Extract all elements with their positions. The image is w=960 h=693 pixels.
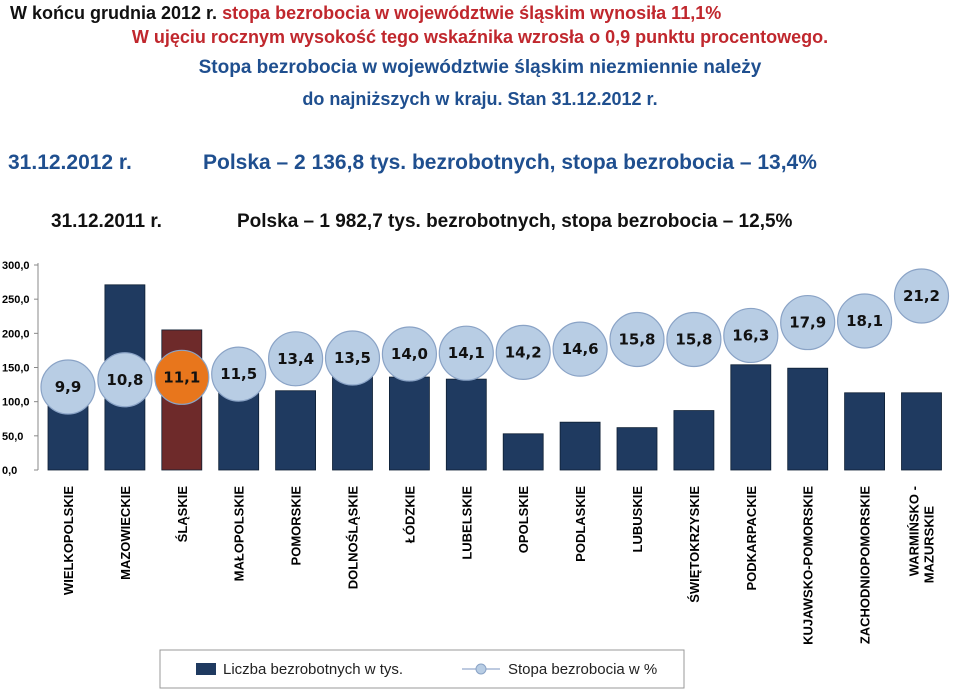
rate-bubble [723, 307, 779, 364]
rate-bubble [40, 359, 96, 415]
y-tick-label: 0,0 [2, 465, 17, 477]
x-label: PODLASKIE [573, 486, 588, 562]
rate-bubbles: 9,9 10,8 11,1 11,5 13,4 13,5 14,0 14,1 14,2 14,6 1… [40, 268, 950, 415]
bar [388, 376, 430, 471]
rate-label: 13,5 [334, 349, 371, 367]
rate-bubble [609, 311, 665, 368]
rate-label: 17,9 [789, 314, 826, 332]
y-tick-label: 100,0 [2, 397, 30, 409]
legend-dot-swatch [475, 663, 487, 675]
x-label: OPOLSKIE [516, 486, 531, 554]
bar [844, 392, 885, 471]
x-label: ZACHODNIOPOMORSKIE [858, 486, 873, 645]
rate-label: 11,5 [220, 365, 257, 383]
rate-label: 15,8 [675, 330, 712, 348]
rate-bubble [438, 325, 494, 381]
x-label: ŚWIĘTOKRZYSKIE [687, 486, 702, 603]
rate-bubble [154, 349, 210, 405]
bar [445, 378, 487, 471]
legend-bars-label: Liczba bezrobotnych w tys. [223, 661, 403, 678]
bar [730, 364, 772, 471]
bar [901, 392, 942, 471]
y-tick-label: 250,0 [2, 294, 30, 306]
headline-line-4: do najniższych w kraju. Stan 31.12.2012 … [302, 89, 658, 109]
x-label: PODKARPACKIE [744, 486, 759, 591]
rate-label: 15,8 [618, 330, 655, 348]
rate-label: 10,8 [106, 371, 143, 389]
summary-2012-date: 31.12.2012 r. [8, 151, 132, 174]
x-label: MAZURSKIE [922, 506, 937, 584]
y-tick-label: 50,0 [2, 431, 23, 443]
headline-line-3: Stopa bezrobocia w województwie śląskim … [198, 57, 762, 78]
headline-rest: stopa bezrobocia w województwie śląskim … [217, 3, 722, 23]
bar [616, 427, 658, 471]
bar [673, 410, 715, 471]
x-label: WARMIŃSKO - [907, 486, 922, 576]
legend-box [159, 649, 685, 689]
y-tick-label: 300,0 [2, 260, 30, 272]
x-label: MAŁOPOLSKIE [232, 486, 247, 582]
rate-label: 13,4 [277, 350, 314, 368]
x-label: KUJAWSKO-POMORSKIE [801, 486, 816, 645]
rate-bubble [893, 268, 950, 324]
bar [502, 433, 544, 471]
summary-2011: 31.12.2011 r. Polska – 1 982,7 tys. bezro… [51, 211, 792, 233]
legend: Liczba bezrobotnych w tys. Stopa bezroboc… [159, 649, 685, 689]
summary-2011-text: Polska – 1 982,7 tys. bezrobotnych, stop… [237, 211, 793, 232]
rate-bubble [552, 321, 608, 377]
rate-bubble [381, 326, 437, 382]
legend-rate-label: Stopa bezrobocia w % [508, 661, 657, 678]
rate-bubble [97, 352, 153, 408]
x-label: ŁÓDZKIE [402, 486, 417, 543]
legend-bar-swatch [196, 663, 216, 675]
bar [275, 390, 317, 471]
rate-bubble [495, 324, 551, 380]
x-label: WIELKOPOLSKIE [61, 486, 76, 595]
y-tick-label: 150,0 [2, 363, 30, 375]
summary-2011-date: 31.12.2011 r. [51, 211, 162, 232]
x-label: POMORSKIE [289, 486, 304, 566]
y-axis: 0,0 50,0 100,0 150,0 200,0 250,0 300,0 [2, 260, 39, 477]
summary-2012: 31.12.2012 r. Polska – 2 136,8 tys. bezro… [8, 151, 817, 175]
bar [559, 421, 601, 471]
rate-label: 9,9 [55, 378, 82, 396]
rate-label: 11,1 [163, 368, 200, 386]
rate-label: 14,0 [391, 345, 428, 363]
rate-bubble [268, 331, 324, 387]
rate-bubble [780, 294, 836, 351]
rate-label: 14,2 [505, 343, 542, 361]
x-label: LUBUSKIE [630, 486, 645, 553]
rate-label: 14,6 [562, 340, 599, 358]
x-label: LUBELSKIE [459, 486, 474, 560]
x-axis-labels: WIELKOPOLSKIE MAZOWIECKIE ŚLĄSKIE MAŁOPOLSK… [61, 486, 937, 645]
rate-bubble [666, 311, 722, 368]
bar [787, 367, 829, 471]
headline-line-2: W ujęciu rocznym wysokość tego wskaźnika… [131, 27, 829, 47]
rate-bubble [211, 346, 267, 402]
rate-label: 16,3 [732, 326, 769, 344]
y-tick-label: 200,0 [2, 328, 30, 340]
headline-date: W końcu grudnia 2012 r. [10, 3, 218, 23]
x-label: DOLNOŚLĄSKIE [346, 486, 361, 590]
x-label: MAZOWIECKIE [118, 486, 133, 580]
unemployment-chart: 0,0 50,0 100,0 150,0 200,0 250,0 300,0 9,9 10,8… [2, 260, 950, 689]
rate-label: 18,1 [846, 312, 883, 330]
summary-2012-text: Polska – 2 136,8 tys. bezrobotnych, stop… [203, 151, 817, 174]
rate-bubble [836, 293, 893, 349]
rate-label: 14,1 [448, 344, 485, 362]
x-label: ŚLĄSKIE [175, 486, 190, 543]
rate-label: 21,2 [903, 287, 940, 305]
headline-line-1: W końcu grudnia 2012 r. stopa bezrobocia… [10, 3, 721, 24]
rate-bubble [324, 330, 381, 386]
